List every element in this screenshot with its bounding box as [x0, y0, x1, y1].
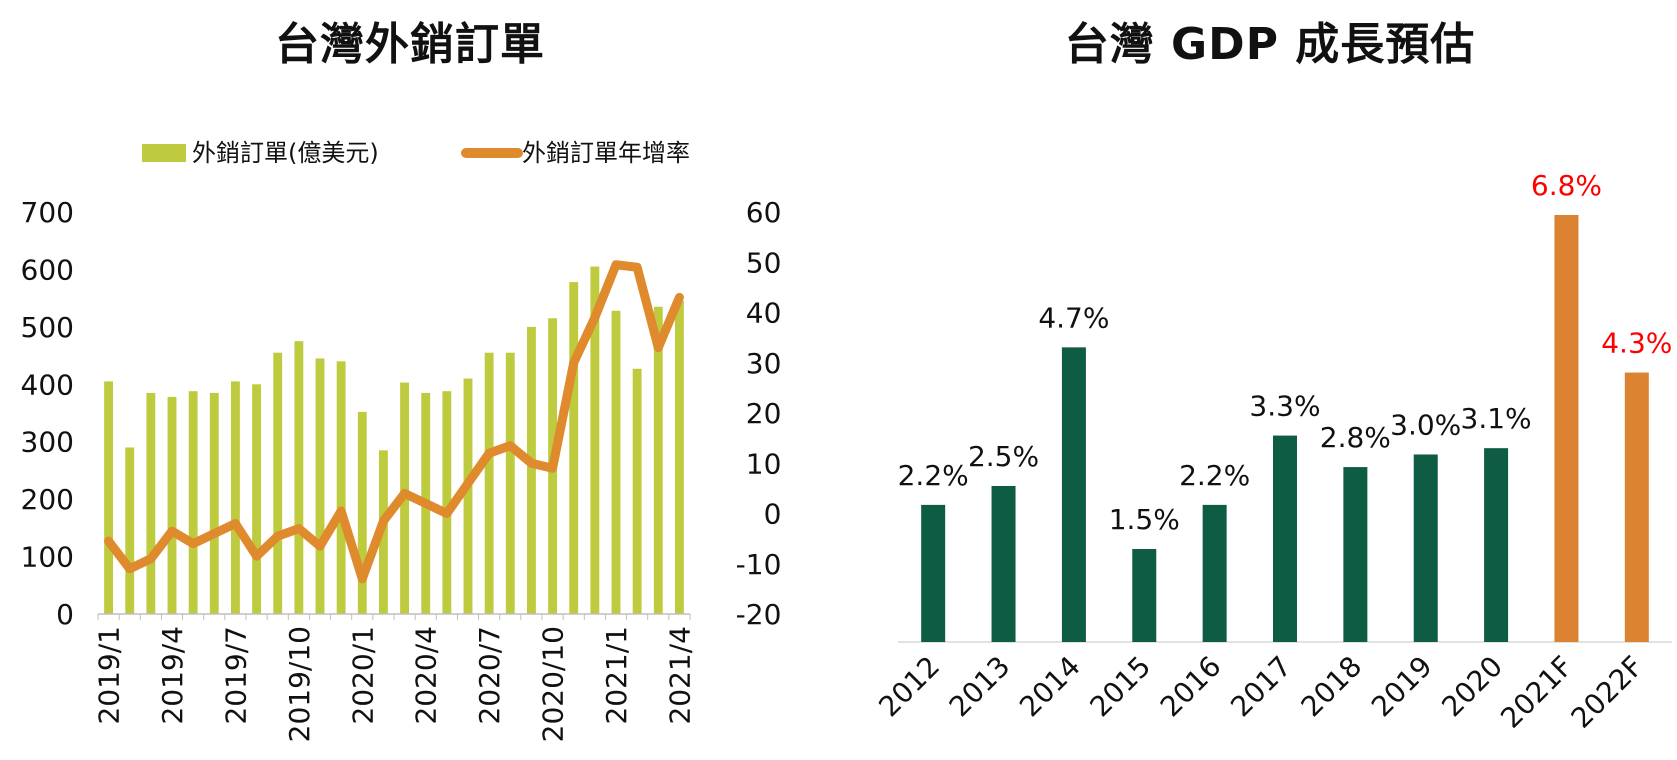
bar-2020/11 [569, 282, 579, 614]
gdp-data-label: 2.2% [1179, 459, 1250, 492]
bar-2019/7 [230, 381, 240, 614]
y-left-tick-label: 300 [21, 426, 74, 459]
bar-2019/1 [104, 381, 114, 614]
gdp-x-tick-label: 2012 [872, 650, 946, 724]
bar-2019/12 [336, 361, 346, 614]
y-left-tick-label: 700 [21, 196, 74, 229]
gdp-bar-2018 [1343, 467, 1368, 642]
gdp-data-label: 4.7% [1038, 301, 1109, 334]
gdp-data-label: 3.1% [1461, 402, 1532, 435]
chart1-title: 台灣外銷訂單 [275, 19, 545, 70]
gdp-x-tick-label: 2017 [1224, 650, 1298, 724]
gdp-x-tick-label: 2019 [1365, 650, 1439, 724]
x-tick-label: 2020/10 [537, 626, 570, 742]
gdp-data-label: 3.0% [1390, 408, 1461, 441]
y-left-tick-label: 600 [21, 253, 74, 286]
gdp-bar-2021F [1554, 215, 1579, 642]
bar-2020/9 [526, 326, 536, 614]
gdp-x-tick-label: 2022F [1565, 650, 1650, 735]
bar-2019/9 [273, 352, 283, 614]
bar-2020/7 [484, 352, 494, 614]
y-right-tick-label: 50% [746, 246, 780, 279]
y-right-tick-label: 0% [764, 498, 780, 531]
gdp-x-tick-label: 2018 [1295, 650, 1369, 724]
y-left-tick-label: 100 [21, 541, 74, 574]
bar-2020/12 [590, 266, 600, 614]
gdp-bar-2019 [1413, 454, 1438, 642]
bar-2019/3 [146, 392, 156, 614]
y-right-tick-label: 30% [746, 347, 780, 380]
gdp-x-tick-label: 2015 [1083, 650, 1157, 724]
gdp-data-label: 2.5% [968, 440, 1039, 473]
gdp-bar-2022F [1624, 372, 1649, 642]
bar-2019/8 [252, 384, 262, 614]
export-orders-chart: 外銷訂單(億美元) 外銷訂單年增率 0 100 200 300 400 500 600 700 -2… [21, 139, 780, 742]
x-tick-label: 2021/1 [600, 626, 633, 725]
y-right-tick-label: 40% [746, 297, 780, 330]
gdp-bar-2020 [1484, 448, 1509, 642]
gdp-x-tick-label: 2020 [1435, 650, 1509, 724]
gdp-bar-2014 [1061, 347, 1086, 642]
y-left-tick-label: 200 [21, 483, 74, 516]
bar-2021/1 [611, 310, 621, 614]
bar-2021/3 [653, 306, 663, 614]
bar-2019/2 [125, 447, 135, 614]
x-tick-label: 2020/7 [473, 626, 506, 725]
x-tick-label: 2019/4 [156, 626, 189, 725]
y-right-tick-label: -20% [736, 598, 780, 631]
gdp-data-label: 3.3% [1249, 390, 1320, 423]
gdp-bar-2013 [991, 485, 1016, 642]
bar-2020/6 [463, 378, 473, 614]
bar-2019/5 [188, 391, 198, 614]
bar-2019/11 [315, 358, 325, 614]
bar-2019/4 [167, 396, 177, 614]
gdp-data-label: 4.3% [1601, 327, 1672, 360]
y-left-tick-label: 500 [21, 311, 74, 344]
y-left-tick-label: 0 [56, 598, 74, 631]
gdp-x-tick-label: 2014 [1013, 650, 1087, 724]
x-tick-label: 2019/7 [219, 626, 252, 725]
gdp-bar-2016 [1202, 504, 1227, 642]
bar-2021/4 [674, 301, 684, 614]
chart2-title: 台灣 GDP 成長預估 [1064, 19, 1476, 70]
gdp-x-tick-label: 2021F [1494, 650, 1579, 735]
bar-2020/5 [442, 391, 452, 614]
x-tick-label: 2019/1 [93, 626, 126, 725]
y-right-tick-label: 20% [746, 397, 780, 430]
y-right-tick-label: -10% [736, 548, 780, 581]
legend-line-label: 外銷訂單年增率 [522, 139, 690, 167]
gdp-x-tick-label: 2016 [1154, 650, 1228, 724]
growth-rate-line [104, 260, 684, 584]
legend-bar-label: 外銷訂單(億美元) [192, 139, 379, 167]
x-tick-label: 2019/10 [283, 626, 316, 742]
gdp-data-label: 2.8% [1320, 421, 1391, 454]
bar-2019/6 [209, 392, 219, 614]
gdp-bar-2017 [1273, 435, 1297, 642]
gdp-x-tick-label: 2013 [943, 650, 1017, 724]
x-tick-label: 2021/4 [663, 626, 696, 725]
x-tick-label: 2020/4 [410, 626, 443, 725]
gdp-data-label: 2.2% [898, 459, 969, 492]
gdp-data-label: 1.5% [1109, 503, 1180, 536]
gdp-bar-2015 [1132, 549, 1157, 642]
gdp-bar-2012 [921, 504, 946, 642]
bar-2019/10 [294, 341, 304, 614]
gdp-data-label: 6.8% [1531, 169, 1602, 202]
bar-2020/8 [505, 352, 515, 614]
bar-2021/2 [632, 368, 642, 614]
y-right-tick-label: 60% [746, 196, 780, 229]
y-left-tick-label: 400 [21, 368, 74, 401]
bar-2020/1 [357, 411, 367, 614]
y-right-tick-label: 10% [746, 447, 780, 480]
x-tick-label: 2020/1 [346, 626, 379, 725]
legend-bar-swatch [142, 144, 186, 162]
